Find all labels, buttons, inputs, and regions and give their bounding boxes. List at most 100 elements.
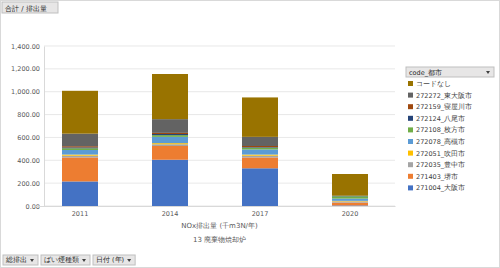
legend-swatch <box>408 151 413 156</box>
background <box>1 1 500 268</box>
bar <box>332 199 368 201</box>
y-tick: 800.00 <box>17 111 44 119</box>
filter-label: 日付 (年) <box>96 256 124 264</box>
legend-title-button[interactable]: code_都市 <box>406 67 494 77</box>
x-tick: 2017 <box>252 206 269 218</box>
filter-arrow <box>82 259 86 262</box>
bar <box>152 143 188 144</box>
y-tick: 1,200.00 <box>11 65 44 73</box>
series <box>62 134 368 196</box>
bar <box>242 147 278 149</box>
legend-label: 272124_八尾市 <box>416 115 465 123</box>
filter-button[interactable]: 日付 (年) <box>93 255 135 265</box>
title-button[interactable]: 合計 / 排出量 <box>2 2 58 13</box>
bar <box>242 149 278 154</box>
bar <box>242 137 278 146</box>
y-tick: 200.00 <box>17 180 44 188</box>
grid <box>44 46 395 206</box>
bar <box>242 155 278 156</box>
legend-swatch <box>408 93 413 98</box>
bar <box>242 157 278 168</box>
bar <box>332 201 368 202</box>
legend-title-box <box>406 67 494 77</box>
y-tick: 400.00 <box>17 157 44 165</box>
bar <box>62 156 98 158</box>
filter-button-box <box>41 255 90 265</box>
bar <box>332 203 368 206</box>
legend-swatch <box>408 81 413 86</box>
legend-item: 272078_高槻市 <box>408 138 465 146</box>
y-tick: 600.00 <box>17 134 44 142</box>
legend-label: 272108_枚方市 <box>416 126 465 134</box>
bar <box>62 91 98 134</box>
series <box>62 74 368 196</box>
x-tick: 2011 <box>72 206 89 218</box>
bars <box>62 74 368 206</box>
grid-line <box>44 68 395 69</box>
y-tick-label: 800.00 <box>17 111 40 119</box>
filter-button-box <box>93 255 135 265</box>
bar <box>152 160 188 206</box>
filter-button[interactable]: 総排出 <box>3 255 38 265</box>
x-tick-label: 2017 <box>252 210 269 218</box>
series <box>62 135 368 198</box>
legend: code_都市コードなし272272_東大阪市272159_寝屋川市272124… <box>406 67 494 192</box>
bar <box>62 146 98 147</box>
bar <box>62 181 98 206</box>
filter-arrow <box>127 259 131 262</box>
legend-item: 272051_吹田市 <box>408 150 465 158</box>
legend-swatch <box>408 162 413 167</box>
x-tick: 2014 <box>162 206 179 218</box>
legend-swatch <box>408 127 413 132</box>
y-axis-line <box>44 47 45 207</box>
filter-label: 総排出 <box>5 256 27 264</box>
bar <box>152 119 188 133</box>
bar <box>332 174 368 196</box>
y-tick-label: 200.00 <box>17 180 40 188</box>
bar <box>62 150 98 155</box>
series <box>62 137 368 201</box>
bar <box>152 137 188 143</box>
y-tick-label: 1,000.00 <box>11 88 40 96</box>
legend-item: 271403_堺市 <box>408 173 458 181</box>
x-tick-label: 2020 <box>342 210 359 218</box>
legend-label: 272078_高槻市 <box>416 138 465 146</box>
bar <box>62 147 98 149</box>
series <box>62 160 368 206</box>
bar <box>62 155 98 156</box>
bar <box>152 135 188 137</box>
series <box>62 144 368 202</box>
filter-label: ばい煙種類 <box>44 256 79 264</box>
bar <box>152 133 188 134</box>
x-axis-title: NOx排出量 (千m3N/年) <box>181 222 258 230</box>
x-tick-label: 2011 <box>72 210 89 218</box>
legend-label: 272051_吹田市 <box>416 150 465 158</box>
bar <box>152 74 188 119</box>
y-tick-label: 400.00 <box>17 157 40 165</box>
legend-label: コードなし <box>416 80 451 88</box>
legend-item: コードなし <box>408 80 451 88</box>
bar <box>242 97 278 136</box>
series <box>62 146 368 205</box>
bar <box>152 146 188 160</box>
filter-arrow <box>30 259 34 262</box>
bar <box>242 156 278 158</box>
x-axis-line <box>36 206 396 207</box>
legend-swatch <box>408 104 413 109</box>
legend-swatch <box>408 139 413 144</box>
x-tick: 2020 <box>342 206 359 218</box>
y-tick-label: 1,200.00 <box>11 65 40 73</box>
filter-button[interactable]: ばい煙種類 <box>41 255 90 265</box>
y-tick: 1,400.00 <box>11 43 44 51</box>
x-axis: 2011 2014 2017 2020 <box>36 206 396 218</box>
bar <box>242 148 278 150</box>
bar <box>62 157 98 181</box>
bar <box>62 148 98 150</box>
legend-item: 271004_大阪市 <box>408 184 465 192</box>
bar <box>332 196 368 198</box>
bar <box>152 144 188 146</box>
filter-button-box <box>3 255 38 265</box>
legend-label: 272272_東大阪市 <box>416 92 472 100</box>
legend-label: 271403_堺市 <box>416 173 458 181</box>
legend-label: 272035_豊中市 <box>416 161 465 169</box>
